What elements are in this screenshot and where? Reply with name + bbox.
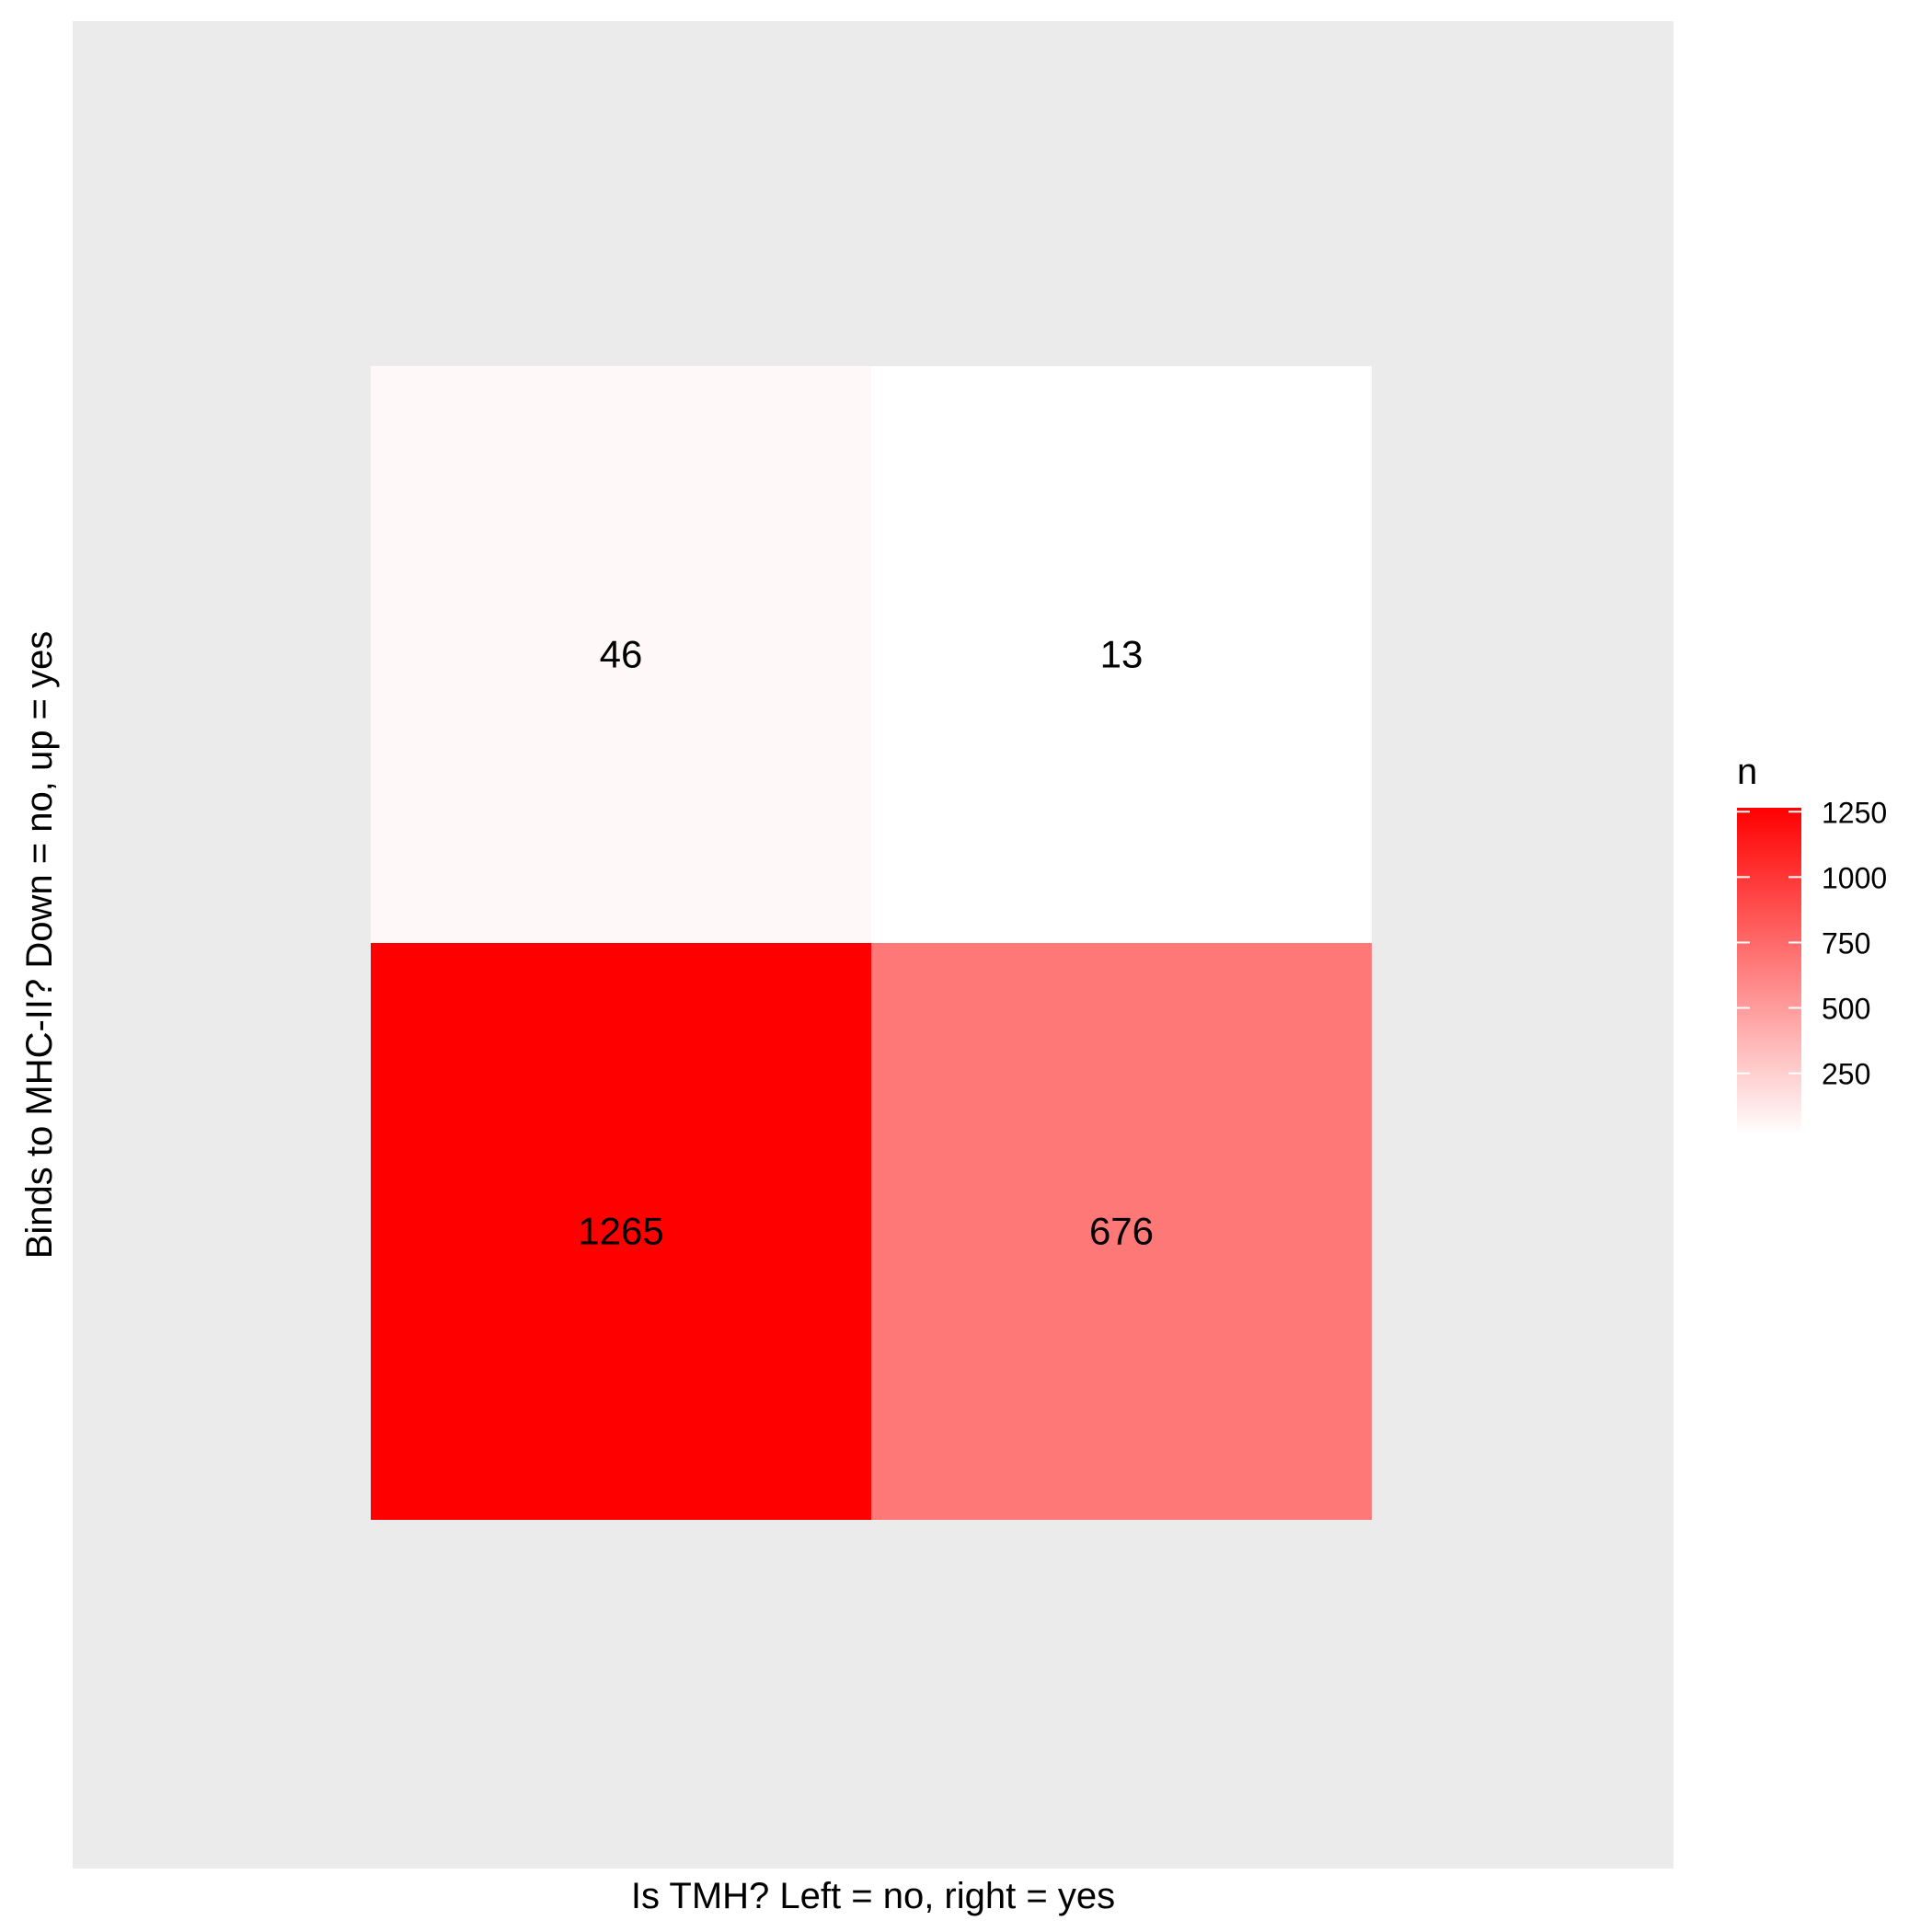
legend-colorbar <box>1737 808 1801 1135</box>
heatmap-cell-no-yes <box>371 366 871 943</box>
y-axis-label: Binds to MHC-II? Down = no, up = yes <box>19 631 60 1259</box>
heatmap-cell-labels: 46 13 1265 676 <box>578 633 1154 1253</box>
legend-tick-label-750: 750 <box>1822 926 1870 960</box>
cell-label-no-no: 1265 <box>578 1210 663 1253</box>
legend-tick-label-500: 500 <box>1822 993 1870 1026</box>
cell-label-yes-no: 676 <box>1089 1210 1154 1253</box>
legend-tick-label-250: 250 <box>1822 1058 1870 1091</box>
heatmap-cell-yes-yes <box>871 366 1372 943</box>
legend-tick-label-1250: 1250 <box>1822 796 1887 829</box>
legend: n 250 500 750 1000 1250 <box>1737 752 1887 1135</box>
cell-label-yes-yes: 13 <box>1100 633 1144 676</box>
cell-label-no-yes: 46 <box>600 633 643 676</box>
legend-tick-label-1000: 1000 <box>1822 861 1887 894</box>
heatmap-cell-yes-no <box>871 943 1372 1520</box>
x-axis-label: Is TMH? Left = no, right = yes <box>631 1876 1115 1916</box>
heatmap-cells <box>371 366 1372 1520</box>
heatmap-cell-no-no <box>371 943 871 1520</box>
legend-title: n <box>1737 752 1757 792</box>
legend-ticks: 250 500 750 1000 1250 <box>1737 796 1887 1091</box>
